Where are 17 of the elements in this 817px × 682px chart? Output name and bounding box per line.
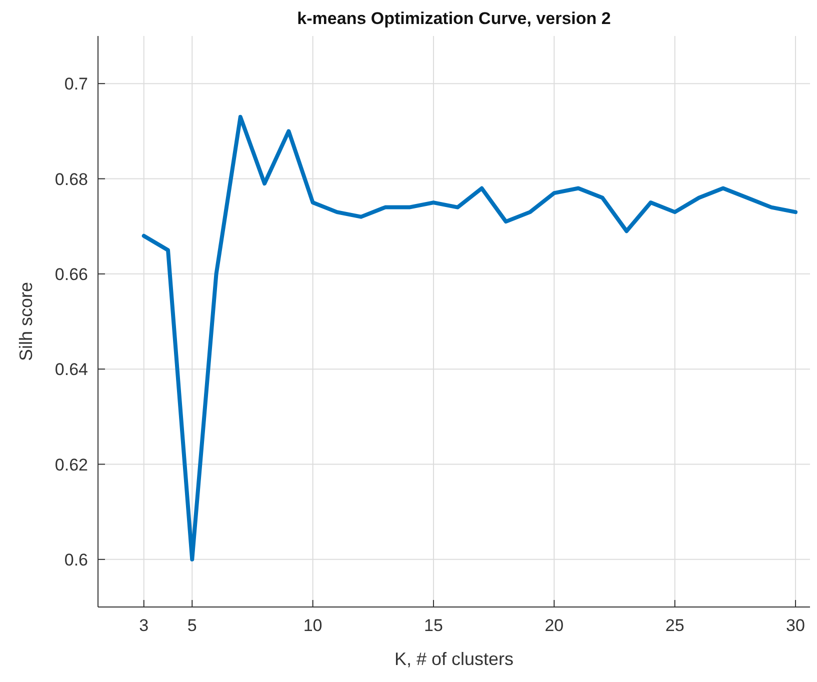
y-tick-label: 0.68 bbox=[54, 170, 88, 189]
x-tick-label: 30 bbox=[786, 616, 805, 635]
y-tick-label: 0.7 bbox=[64, 74, 88, 94]
y-axis-title: Silh score bbox=[16, 282, 36, 362]
x-tick-label: 10 bbox=[303, 616, 322, 635]
x-tick-label: 15 bbox=[424, 616, 443, 635]
chart-title: k-means Optimization Curve, version 2 bbox=[297, 9, 611, 28]
y-tick-label: 0.62 bbox=[54, 455, 88, 474]
y-tick-label: 0.66 bbox=[54, 264, 88, 284]
y-tick-label: 0.64 bbox=[54, 360, 88, 380]
line-series bbox=[142, 114, 798, 562]
x-tick-label: 20 bbox=[544, 616, 564, 635]
y-tick-label: 0.6 bbox=[64, 550, 88, 570]
x-tick-label: 5 bbox=[187, 616, 197, 635]
x-axis-title: K, # of clusters bbox=[394, 649, 514, 669]
x-tick-label: 3 bbox=[139, 616, 149, 635]
x-tick-label: 25 bbox=[665, 616, 684, 635]
